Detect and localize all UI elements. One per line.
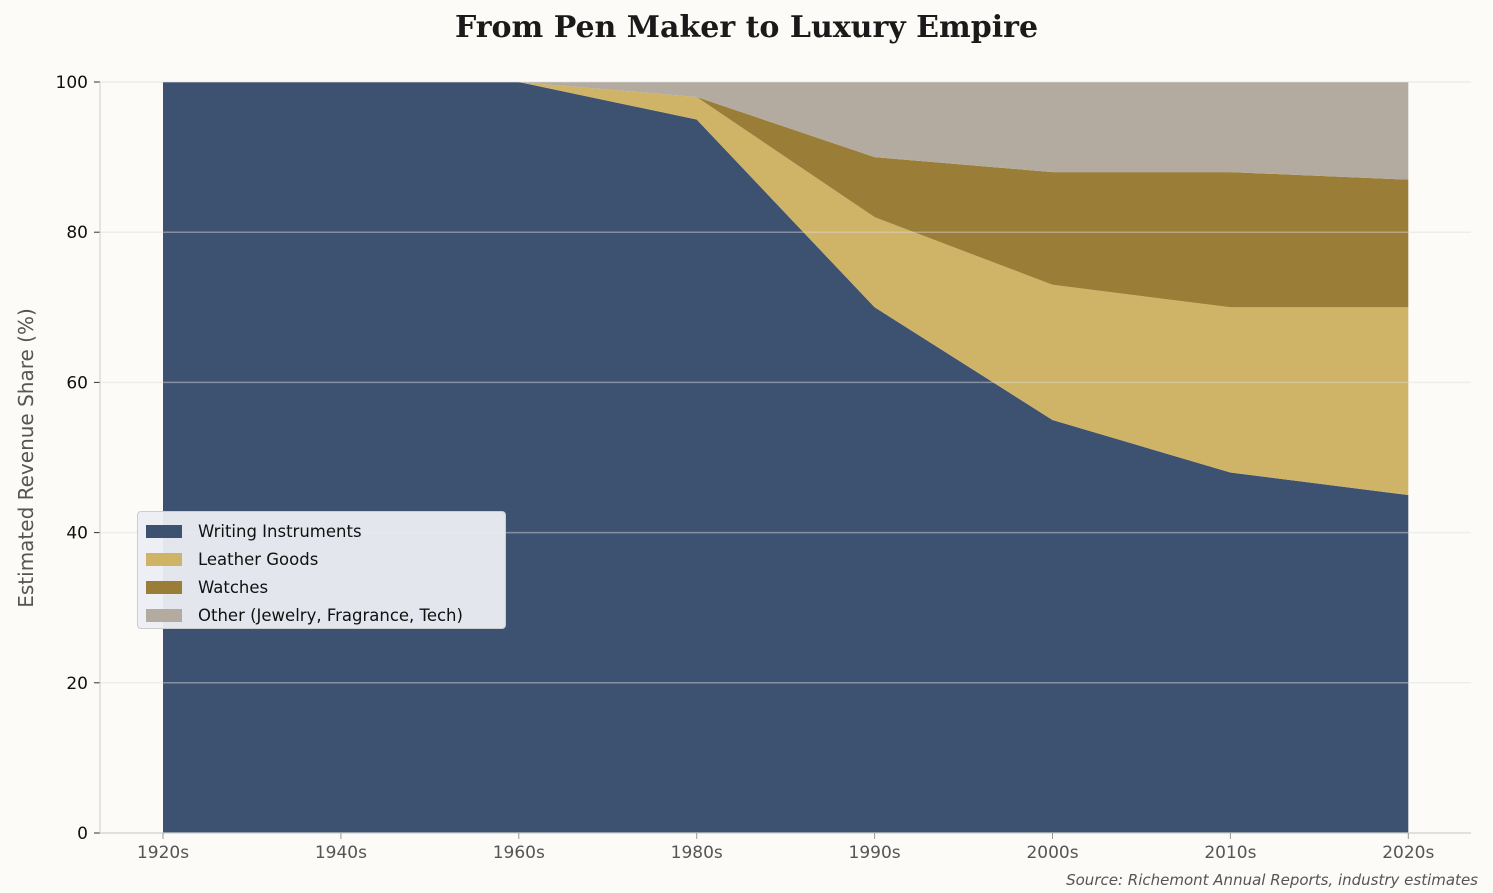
x-tick-label: 1980s [671, 843, 723, 863]
legend-swatch [146, 608, 182, 622]
y-axis-label: Estimated Revenue Share (%) [14, 308, 38, 608]
x-tick-label: 2000s [1026, 843, 1078, 863]
y-tick-label: 100 [56, 73, 88, 93]
legend-item: Other (Jewelry, Fragrance, Tech) [146, 601, 497, 629]
legend-label: Writing Instruments [198, 521, 362, 541]
area-watches [163, 82, 1409, 308]
legend-swatch [146, 552, 182, 566]
legend-label: Watches [198, 577, 269, 597]
area-writing-instruments [163, 82, 1409, 833]
legend-item: Watches [146, 573, 497, 601]
x-tick-label: 2010s [1204, 843, 1256, 863]
legend: Writing Instruments Leather Goods Watches O… [137, 511, 506, 629]
x-tick-label: 2020s [1382, 843, 1434, 863]
area-leather-goods [163, 82, 1409, 496]
x-tick-label: 1990s [849, 843, 901, 863]
legend-item: Leather Goods [146, 545, 497, 573]
y-tick-label: 60 [66, 373, 88, 393]
source-note: Source: Richemont Annual Reports, indust… [1066, 871, 1478, 889]
legend-label: Leather Goods [198, 549, 319, 569]
y-tick-label: 0 [77, 824, 88, 844]
x-tick-label: 1960s [493, 843, 545, 863]
x-tick-label: 1940s [315, 843, 367, 863]
chart-title: From Pen Maker to Luxury Empire [454, 10, 1039, 45]
legend-swatch [146, 580, 182, 594]
y-tick-label: 40 [66, 524, 88, 544]
legend-swatch [146, 524, 182, 538]
y-tick-label: 80 [66, 223, 88, 243]
area-other-jewelry-fragrance-tech- [163, 82, 1409, 180]
legend-item: Writing Instruments [146, 517, 497, 545]
y-tick-label: 20 [66, 674, 88, 694]
x-tick-label: 1920s [137, 843, 189, 863]
legend-label: Other (Jewelry, Fragrance, Tech) [198, 605, 463, 625]
